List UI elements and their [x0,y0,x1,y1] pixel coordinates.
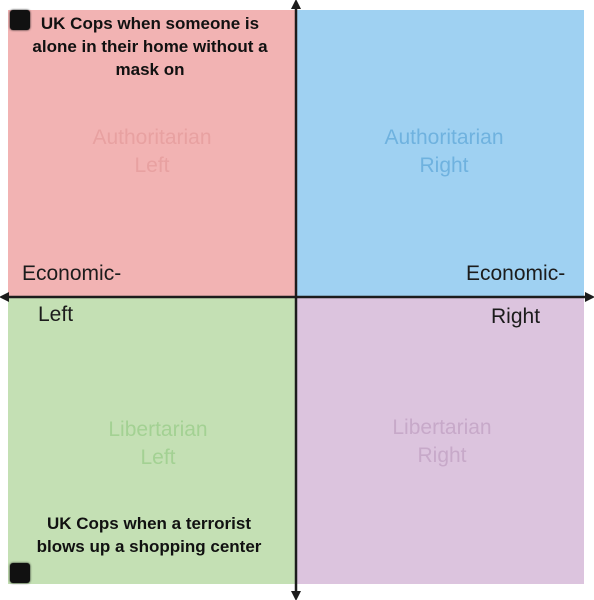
quadrant-label-line: Right [419,154,469,177]
axis-label-economic-left-line1: Economic- [22,262,122,285]
axis-label-economic-right-line2: Right [491,305,541,328]
quadrant-label-line: Right [417,444,467,467]
bottom-annotation: UK Cops when a terrorist blows up a shop… [36,514,262,556]
quadrant-label-libertarian-left: Libertarian Left [48,416,268,472]
top-marker-square-icon [10,10,30,30]
quadrant-label-authoritarian-right: Authoritarian Right [334,124,554,180]
quadrant-label-authoritarian-left: Authoritarian Left [42,124,262,180]
bottom-marker-square-icon [10,563,30,583]
quadrant-label-line: Left [140,446,176,469]
quadrant-libertarian-right [296,297,584,584]
quadrant-label-line: Authoritarian [92,126,212,149]
top-annotation: UK Cops when someone is alone in their h… [32,14,268,79]
quadrant-authoritarian-left [8,10,296,297]
quadrant-label-line: Authoritarian [384,126,504,149]
quadrant-libertarian-left [8,297,296,584]
quadrant-label-libertarian-right: Libertarian Right [332,414,552,470]
axis-label-economic-left-line2: Left [38,303,74,326]
quadrant-label-line: Libertarian [392,416,492,439]
quadrant-label-line: Left [134,154,170,177]
axis-label-economic-right-line1: Economic- [466,262,566,285]
quadrant-authoritarian-right [296,10,584,297]
quadrant-label-line: Libertarian [108,418,208,441]
